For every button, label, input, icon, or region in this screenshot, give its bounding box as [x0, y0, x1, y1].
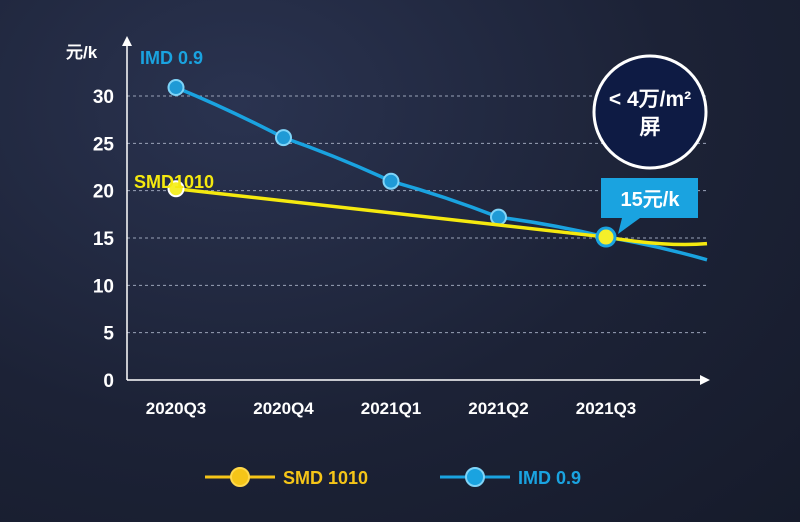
legend-label: IMD 0.9: [518, 468, 581, 488]
data-point: [275, 129, 292, 147]
intersection-point: [595, 226, 617, 248]
data-point: [167, 78, 185, 96]
series-layer: [167, 78, 708, 262]
y-axis-arrow: [122, 36, 132, 46]
x-tick-label: 2021Q2: [468, 399, 529, 418]
callout-bubble: [601, 178, 698, 234]
data-point: [167, 180, 185, 198]
x-axis-arrow: [700, 375, 710, 385]
y-tick-label: 5: [103, 324, 114, 345]
area-badge: < 4万/m² 屏: [592, 54, 708, 170]
y-tick-label: 20: [93, 182, 114, 203]
y-tick-label: 25: [93, 134, 115, 155]
price-callout: 15元/k: [601, 178, 698, 234]
legend-swatch-dot: [465, 467, 485, 487]
x-axis-ticks: 2020Q3 2020Q4 2021Q1 2021Q2 2021Q3: [146, 399, 637, 418]
axes: [122, 36, 710, 385]
series-tag-imd: IMD 0.9: [140, 48, 203, 68]
x-tick-label: 2020Q4: [253, 399, 314, 418]
legend-item: IMD 0.9: [440, 467, 581, 488]
data-point: [490, 208, 507, 226]
series-tag-smd: SMD1010: [134, 172, 214, 192]
badge-line1: < 4万/m²: [609, 88, 691, 111]
callout-label: 15元/k: [621, 189, 681, 211]
x-tick-label: 2020Q3: [146, 399, 207, 418]
y-tick-label: 0: [103, 371, 114, 392]
y-axis-unit: 元/k: [66, 43, 98, 62]
y-tick-label: 15: [93, 229, 115, 250]
legend-label: SMD 1010: [283, 468, 368, 488]
badge-line2: 屏: [640, 116, 661, 139]
y-tick-label: 10: [93, 276, 114, 297]
badge-circle: [592, 54, 708, 170]
y-axis-ticks: 0 5 10 15 20 25 30: [93, 87, 115, 392]
grid: [127, 95, 707, 334]
legend-item: SMD 1010: [205, 467, 368, 488]
x-tick-label: 2021Q1: [361, 399, 422, 418]
legend: SMD 1010 IMD 0.9: [205, 467, 581, 488]
series-tags: IMD 0.9 SMD1010: [134, 48, 214, 192]
y-tick-label: 30: [93, 87, 114, 108]
data-point: [382, 172, 400, 190]
x-tick-label: 2021Q3: [576, 399, 637, 418]
legend-swatch-dot: [230, 467, 250, 487]
